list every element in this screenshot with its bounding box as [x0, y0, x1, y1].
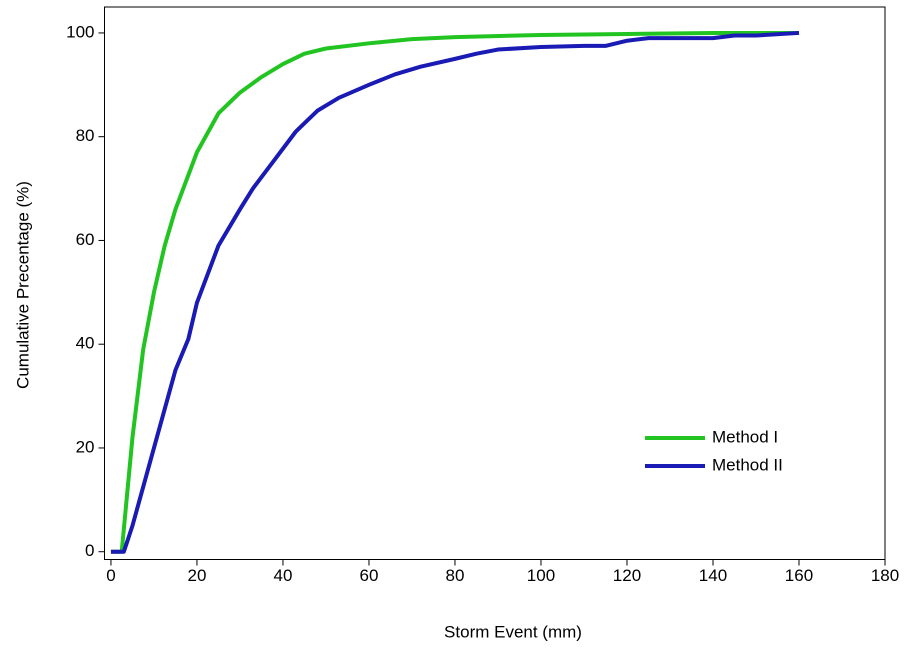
legend-label: Method I [712, 427, 778, 446]
line-series [110, 30, 799, 554]
x-tick-label: 80 [446, 566, 465, 585]
x-axis-label: Storm Event (mm) [444, 622, 582, 641]
y-tick-label: 20 [76, 437, 95, 456]
x-tick-label: 40 [274, 566, 293, 585]
x-tick-label: 140 [699, 566, 727, 585]
y-axis-label: Cumulative Precentage (%) [13, 181, 32, 389]
x-tick-label: 100 [527, 566, 555, 585]
x-tick-label: 160 [785, 566, 813, 585]
x-tick-label: 60 [360, 566, 379, 585]
y-tick-label: 40 [76, 334, 95, 353]
x-tick-label: 180 [871, 566, 899, 585]
y-tick-label: 0 [85, 541, 94, 560]
line-series [110, 30, 800, 554]
x-tick-label: 120 [613, 566, 641, 585]
x-tick-label: 20 [187, 566, 206, 585]
x-tick-label: 0 [106, 566, 115, 585]
plot-frame [104, 6, 886, 560]
legend-label: Method II [712, 455, 783, 474]
y-tick-label: 100 [66, 22, 94, 41]
y-tick-label: 80 [76, 126, 95, 145]
y-tick-label: 60 [76, 230, 95, 249]
